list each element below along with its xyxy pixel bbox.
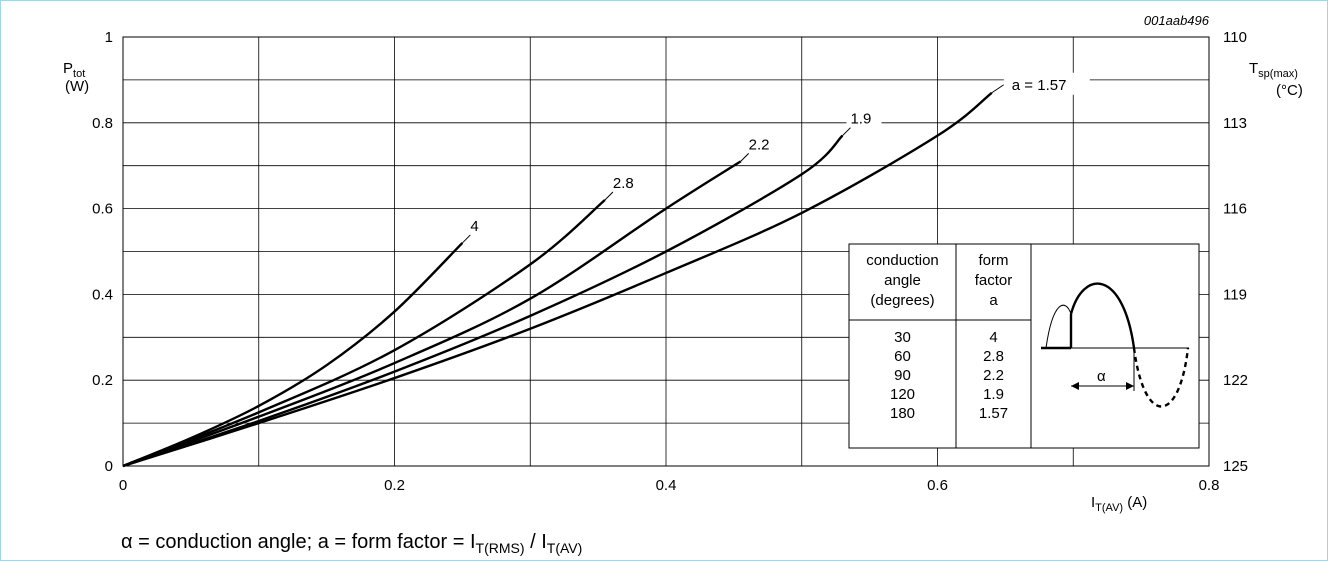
y-tick-label: 0: [105, 458, 113, 475]
y-axis-label: Ptot: [63, 60, 85, 80]
series-line: [122, 134, 844, 468]
inset-header: angle: [884, 272, 921, 289]
series-line: [122, 91, 993, 468]
y-tick-label: 1: [105, 29, 113, 46]
x-axis-label: IT(AV) (A): [1091, 494, 1147, 514]
y2-tick-label: 119: [1223, 286, 1247, 303]
series-label-leader: [991, 84, 1005, 94]
series-label-bg: [846, 108, 882, 127]
series-label-bg: [1003, 72, 1090, 95]
inset-cell: 2.2: [983, 367, 1004, 384]
inset-cell: 180: [890, 405, 915, 422]
y2-tick-label: 122: [1223, 372, 1248, 389]
x-tick-label: 0: [119, 477, 127, 494]
x-tick-label: 0.8: [1199, 477, 1220, 494]
caption: α = conduction angle; a = form factor = …: [121, 531, 583, 556]
inset-header: a: [989, 292, 998, 309]
y-tick-label: 0.8: [92, 115, 113, 132]
series-label: 2.2: [749, 136, 770, 153]
series-label-bg: [744, 134, 780, 153]
inset-cell: 120: [890, 386, 915, 403]
y2-tick-label: 110: [1223, 29, 1247, 46]
series-line: [122, 199, 606, 468]
series-label: 2.8: [613, 175, 634, 192]
y2-axis-unit: (°C): [1276, 82, 1303, 99]
series-label-leader: [462, 234, 471, 244]
series-label-leader: [740, 153, 750, 162]
series-lines: [122, 91, 993, 468]
y-tick-label: 0.2: [92, 372, 113, 389]
inset-cell: 30: [894, 329, 911, 346]
x-tick-label: 0.6: [927, 477, 948, 494]
series-label: 1.9: [850, 111, 871, 128]
series-label: 4: [470, 218, 478, 235]
y2-axis-label: Tsp(max): [1249, 60, 1298, 80]
tick-labels: 0 0.2 0.4 0.6 0.8 0 0.2 0.4 0.6 0.8 1 125 122 119 116 1…: [92, 29, 1248, 494]
series-label-bg: [466, 215, 484, 234]
y2-tick-label: 125: [1223, 458, 1248, 475]
series-label-leader: [842, 127, 851, 137]
series-line: [122, 242, 464, 468]
inset-header: conduction: [866, 252, 939, 269]
inset-frame: [848, 243, 1200, 449]
inset-header: factor: [975, 272, 1013, 289]
x-tick-label: 0.4: [656, 477, 677, 494]
inset-cell: 4: [989, 329, 997, 346]
series-label: a = 1.57: [1012, 77, 1067, 94]
y-tick-label: 0.4: [92, 286, 113, 303]
waveform-conduction: [1069, 282, 1136, 349]
series-label-leader: [604, 191, 614, 201]
inset-cell: 2.8: [983, 348, 1004, 365]
inset-cell: 1.9: [983, 386, 1004, 403]
y-tick-label: 0.6: [92, 201, 113, 218]
y2-tick-label: 116: [1223, 201, 1247, 218]
chart: 0 0.2 0.4 0.6 0.8 0 0.2 0.4 0.6 0.8 1 125 122 119 116 1…: [63, 13, 1303, 514]
inset-header: form: [979, 252, 1009, 269]
y2-tick-label: 113: [1223, 115, 1247, 132]
inset-header: (degrees): [870, 292, 934, 309]
x-tick-label: 0.2: [384, 477, 405, 494]
waveform-negative: [1132, 347, 1190, 408]
inset-cell: 60: [894, 348, 911, 365]
inset-cell: 1.57: [979, 405, 1008, 422]
series-label-bg: [608, 173, 644, 192]
y-axis-unit: (W): [65, 78, 89, 95]
figure-id: 001aab496: [1144, 13, 1210, 28]
series-labels: 4 2.8 2.2 1.9 a = 1.57: [462, 72, 1090, 244]
waveform-thin: [1045, 304, 1072, 349]
inset-cell: 90: [894, 367, 911, 384]
alpha-label: α: [1097, 368, 1106, 385]
inset-table: conduction angle (degrees) form factor a 30 4 60…: [848, 243, 1200, 449]
series-line: [122, 160, 742, 468]
